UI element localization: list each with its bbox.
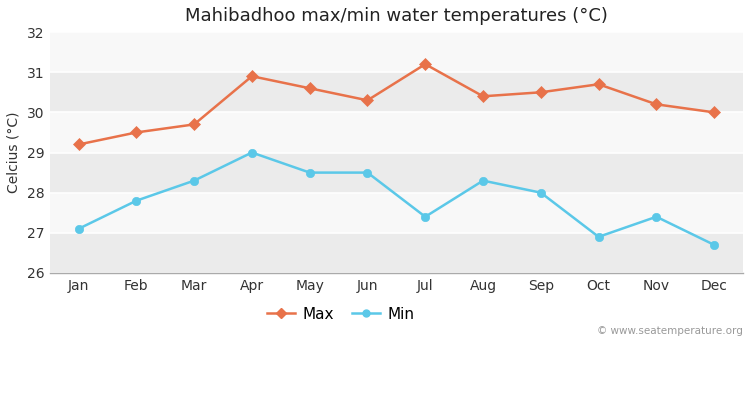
Legend: Max, Min: Max, Min	[261, 301, 421, 328]
Bar	[50, 193, 743, 233]
Bar	[50, 112, 743, 152]
Bar	[50, 32, 743, 72]
Bar	[50, 152, 743, 193]
Title: Mahibadhoo max/min water temperatures (°C): Mahibadhoo max/min water temperatures (°…	[185, 7, 608, 25]
Text: © www.seatemperature.org: © www.seatemperature.org	[597, 326, 743, 336]
Y-axis label: Celcius (°C): Celcius (°C)	[7, 112, 21, 193]
Bar	[50, 72, 743, 112]
Bar	[50, 233, 743, 273]
